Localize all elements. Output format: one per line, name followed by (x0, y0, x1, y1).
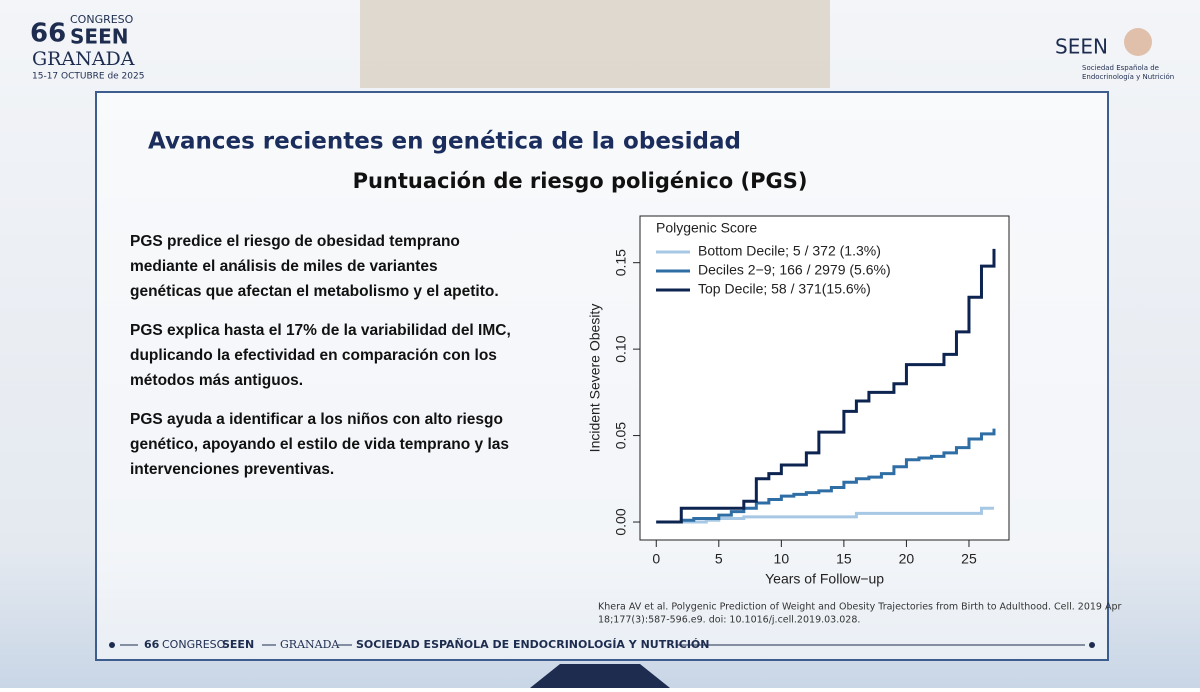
plot-box (639, 215, 1010, 541)
footer-number: 66 (144, 638, 160, 651)
footer-society: SOCIEDAD ESPAÑOLA DE ENDOCRINOLOGÍA Y NU… (356, 638, 710, 651)
bullet-line: intervenciones preventivas. (130, 461, 334, 478)
x-tick-label: 25 (961, 551, 977, 567)
brand-sub: Endocrinología y Nutrición (1082, 73, 1174, 81)
bullet-line: genéticas que afectan el metabolismo y e… (130, 283, 499, 300)
logo-top: CONGRESO (70, 13, 134, 26)
legend-label: Deciles 2−9; 166 / 2979 (5.6%) (698, 262, 891, 278)
series-line (656, 248, 996, 524)
series-line (656, 428, 996, 524)
brand-sub: Sociedad Española de (1082, 64, 1159, 72)
logo-dates: 15-17 OCTUBRE de 2025 (32, 72, 144, 82)
y-tick-label: 0.05 (613, 422, 629, 449)
header-banner (360, 0, 830, 88)
bullet-line: métodos más antiguos. (130, 372, 303, 389)
x-tick-label: 10 (774, 551, 790, 567)
brand: SEEN (1055, 35, 1108, 59)
bullet-line: PGS predice el riesgo de obesidad tempra… (130, 233, 460, 250)
bullet-line: PGS explica hasta el 17% de la variabili… (130, 322, 511, 339)
y-tick-label: 0.15 (613, 249, 629, 276)
logo-city: GRANADA (32, 48, 135, 70)
footer-congress: CONGRESO (162, 638, 226, 651)
brand-icon (1124, 28, 1152, 56)
legend-title: Polygenic Score (656, 220, 757, 236)
logo-number: 66 (30, 19, 66, 49)
x-tick-label: 15 (836, 551, 852, 567)
bullet-line: duplicando la efectividad en comparación… (130, 347, 497, 364)
series-line (656, 506, 994, 524)
x-tick-label: 5 (715, 551, 723, 567)
citation: 18;177(3):587-596.e9. doi: 10.1016/j.cel… (598, 615, 860, 626)
legend-label: Top Decile; 58 / 371(15.6%) (698, 281, 871, 297)
bullet-line: mediante el análisis de miles de variant… (130, 258, 438, 275)
y-tick-label: 0.00 (613, 508, 629, 535)
y-axis-title: Incident Severe Obesity (587, 304, 603, 453)
x-tick-label: 0 (652, 551, 660, 567)
footer-city: GRANADA (280, 638, 340, 651)
bullet-line: PGS ayuda a identificar a los niños con … (130, 411, 503, 428)
logo-name: SEEN (70, 25, 128, 49)
footer-dot (1089, 642, 1095, 648)
slide-subtitle: Puntuación de riesgo poligénico (PGS) (353, 169, 808, 193)
citation: Khera AV et al. Polygenic Prediction of … (598, 602, 1122, 613)
legend-label: Bottom Decile; 5 / 372 (1.3%) (698, 243, 881, 259)
x-axis-title: Years of Follow−up (765, 571, 884, 587)
bullet-line: genético, apoyando el estilo de vida tem… (130, 436, 509, 453)
x-tick-label: 20 (899, 551, 915, 567)
y-tick-label: 0.10 (613, 335, 629, 362)
footer-dot (109, 642, 115, 648)
stand (530, 664, 670, 688)
slide-title: Avances recientes en genética de la obes… (148, 129, 741, 155)
footer-name: SEEN (222, 638, 254, 651)
